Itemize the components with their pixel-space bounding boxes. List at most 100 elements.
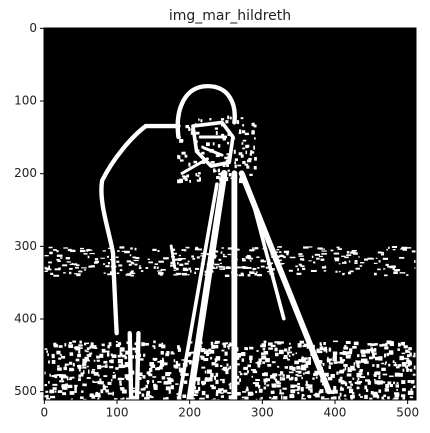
- texture: [87, 365, 89, 368]
- texture: [48, 246, 53, 249]
- texture: [235, 248, 240, 251]
- texture: [216, 266, 218, 268]
- texture: [298, 255, 304, 257]
- texture: [243, 368, 247, 370]
- texture: [177, 127, 180, 130]
- texture: [211, 362, 216, 366]
- texture: [84, 349, 87, 352]
- texture: [324, 265, 327, 267]
- texture: [224, 274, 230, 277]
- texture: [268, 268, 273, 271]
- texture: [195, 172, 198, 177]
- texture: [263, 340, 267, 344]
- texture: [105, 350, 110, 353]
- texture: [301, 359, 306, 363]
- texture: [197, 174, 200, 177]
- texture: [383, 274, 388, 277]
- texture: [241, 142, 244, 145]
- texture: [297, 370, 302, 374]
- texture: [325, 348, 328, 353]
- texture: [407, 390, 410, 396]
- texture: [279, 255, 285, 258]
- texture: [54, 268, 60, 271]
- texture: [236, 381, 240, 385]
- texture: [54, 390, 57, 393]
- texture: [357, 377, 360, 381]
- texture: [266, 253, 269, 255]
- texture: [213, 168, 216, 173]
- texture: [291, 393, 294, 397]
- texture: [385, 263, 389, 266]
- texture: [209, 349, 215, 354]
- texture: [219, 365, 223, 367]
- texture: [269, 272, 275, 275]
- texture: [213, 267, 218, 269]
- texture: [339, 392, 342, 397]
- texture: [361, 351, 366, 355]
- texture: [238, 152, 243, 156]
- texture: [301, 395, 304, 400]
- texture: [90, 265, 95, 268]
- texture: [357, 354, 360, 358]
- texture: [360, 358, 365, 363]
- texture: [346, 373, 352, 377]
- texture: [214, 263, 220, 266]
- texture: [227, 347, 230, 350]
- texture: [117, 250, 120, 252]
- texture: [125, 350, 131, 355]
- texture: [69, 367, 74, 372]
- texture: [170, 351, 174, 354]
- texture: [209, 118, 212, 121]
- texture: [166, 350, 170, 356]
- texture: [163, 397, 167, 400]
- texture: [279, 245, 281, 248]
- texture: [91, 370, 95, 374]
- texture: [103, 263, 105, 265]
- texture: [68, 341, 72, 345]
- texture: [262, 361, 265, 364]
- texture: [205, 394, 209, 399]
- texture: [193, 160, 198, 164]
- texture: [276, 380, 280, 383]
- texture: [394, 362, 397, 366]
- texture: [74, 384, 78, 387]
- texture: [92, 381, 98, 383]
- texture: [227, 367, 230, 371]
- texture: [351, 368, 356, 371]
- texture: [249, 355, 253, 360]
- texture: [170, 261, 173, 265]
- texture: [250, 150, 253, 154]
- texture: [176, 396, 182, 400]
- texture: [165, 396, 169, 400]
- texture: [246, 159, 252, 163]
- texture: [211, 255, 218, 257]
- texture: [367, 380, 371, 385]
- texture: [206, 142, 210, 147]
- texture: [121, 389, 127, 394]
- texture: [401, 352, 406, 355]
- texture: [400, 248, 406, 250]
- texture: [49, 373, 51, 377]
- texture: [68, 378, 72, 381]
- texture: [333, 340, 339, 343]
- texture: [350, 383, 353, 386]
- texture: [280, 262, 285, 265]
- texture: [270, 253, 274, 255]
- texture: [137, 353, 142, 358]
- texture: [233, 273, 238, 276]
- texture: [52, 383, 58, 386]
- texture: [384, 343, 388, 347]
- texture: [338, 370, 344, 374]
- texture: [83, 398, 87, 400]
- texture: [413, 352, 416, 356]
- texture: [375, 371, 381, 375]
- texture: [116, 260, 120, 263]
- texture: [117, 359, 123, 364]
- texture: [402, 368, 405, 372]
- texture: [282, 374, 285, 377]
- texture: [184, 274, 190, 276]
- texture: [341, 255, 346, 257]
- texture: [401, 246, 408, 249]
- texture: [107, 392, 113, 395]
- texture: [246, 254, 251, 257]
